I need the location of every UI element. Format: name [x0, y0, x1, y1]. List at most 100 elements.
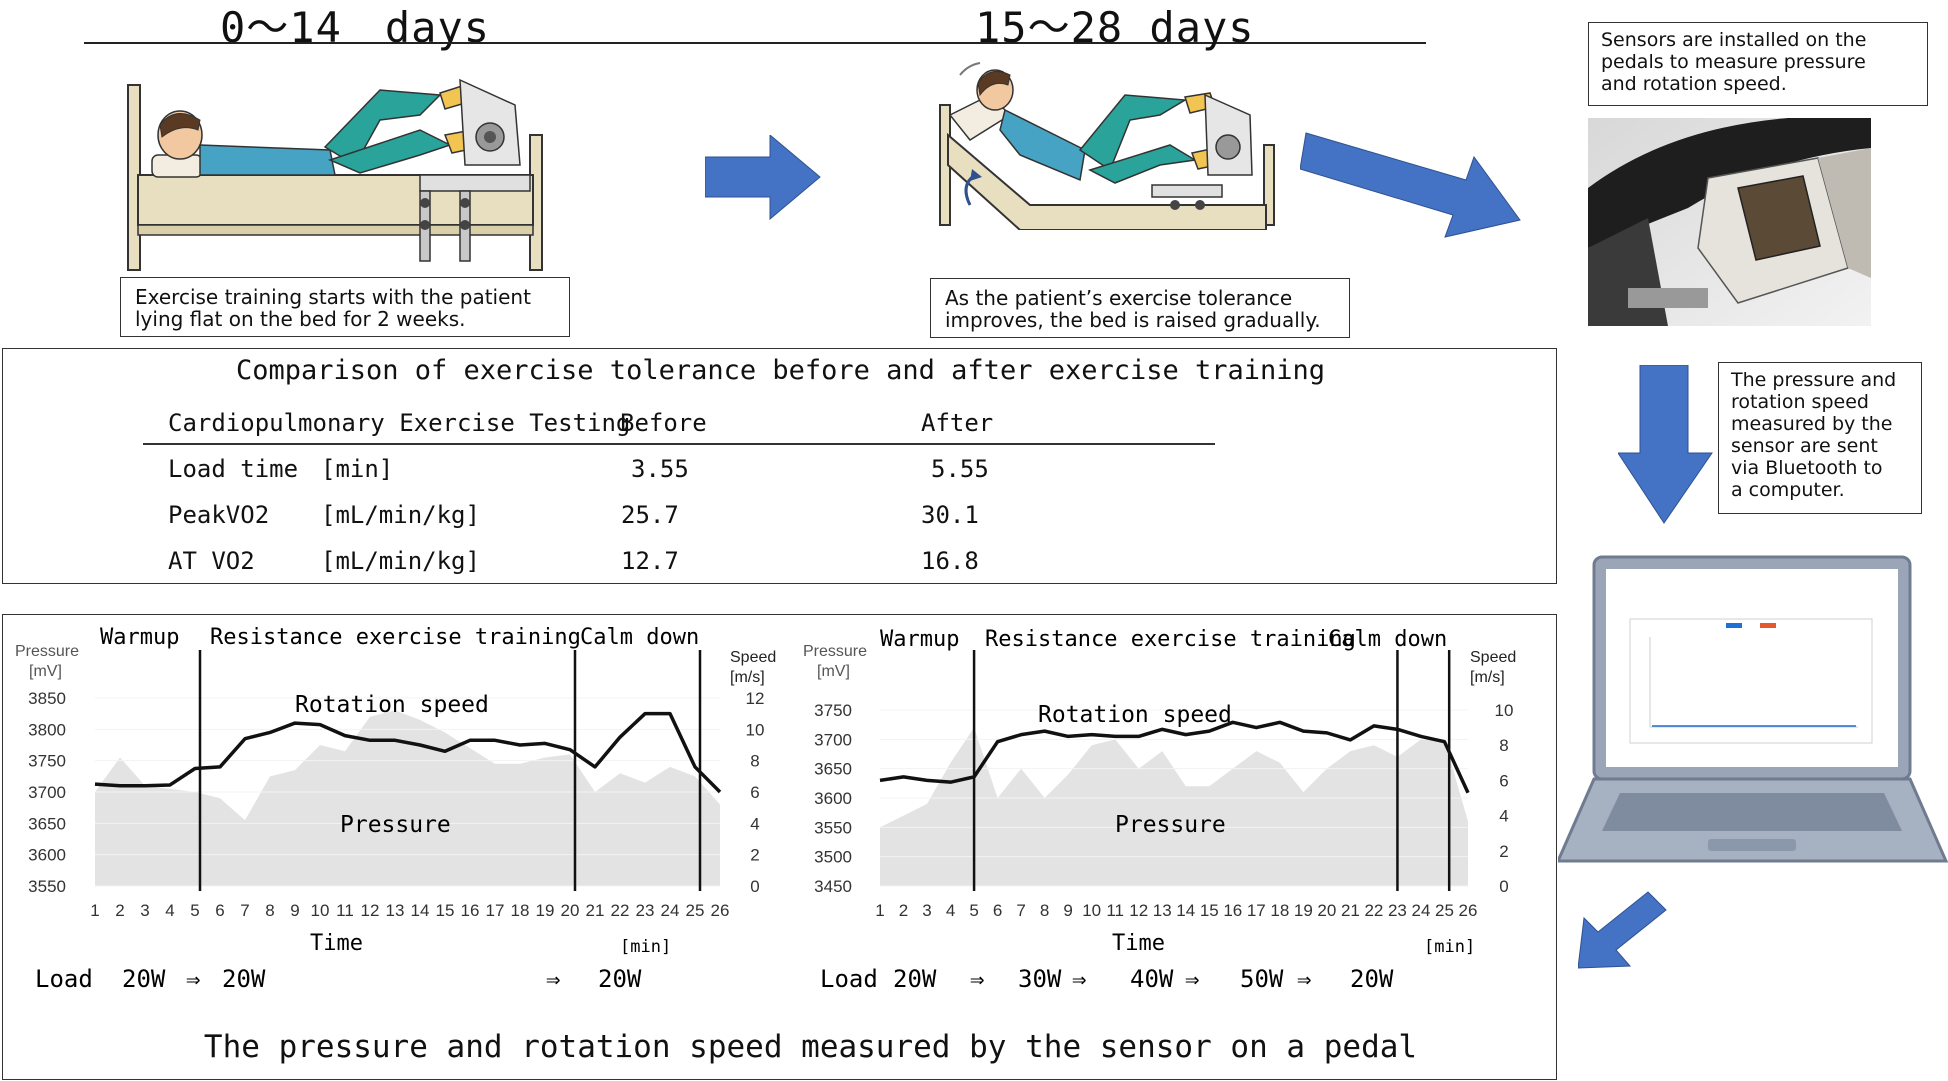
chart1-ytick-right-5: 10 [1495, 701, 1514, 720]
period-label-2: 15～28 days [975, 3, 1255, 52]
chart0-pressure-area [95, 710, 720, 886]
raised-bed-illustration [939, 62, 1275, 230]
exercise-tolerance-table-panel: Comparison of exercise tolerance before … [2, 348, 1557, 584]
chart1-xtick-6: 7 [1016, 901, 1025, 920]
chart1-xtick-0: 1 [875, 901, 884, 920]
row-atvo2-after: 16.8 [921, 547, 979, 575]
chart0-xtick-13: 14 [411, 901, 430, 920]
chart1-ytick-right-0: 0 [1499, 877, 1508, 896]
chart1-ytick-left-0: 3450 [814, 877, 852, 896]
chart0-pressure-label: Pressure [340, 812, 451, 838]
chart1-ytick-right-2: 4 [1499, 807, 1508, 826]
chart1-ytick-right-4: 8 [1499, 736, 1508, 755]
row-load-time-unit: [min] [321, 455, 394, 483]
chart0-xtick-16: 17 [486, 901, 505, 920]
chart0-xtick-22: 23 [636, 901, 655, 920]
period-label-1: 0～14 days [220, 3, 491, 52]
chart1-xtick-14: 15 [1200, 901, 1219, 920]
period-rule [84, 42, 1426, 44]
pedal-sensor-photo [1588, 118, 1871, 326]
bluetooth-note: The pressure and rotation speed measured… [1718, 362, 1922, 514]
chart0-ylabel-left-unit: [mV] [29, 663, 62, 680]
chart1-phase-label-0: Warmup [880, 627, 959, 652]
charts-bottom-title: The pressure and rotation speed measured… [203, 1029, 1418, 1065]
caption-flat-bed-line1: Exercise training starts with the patien… [135, 285, 531, 309]
chart0-load-label: Load [35, 965, 93, 993]
chart1-ytick-left-6: 3750 [814, 701, 852, 720]
chart1-load-1: ⇒ [970, 965, 984, 993]
chart1-pressure-area [880, 727, 1468, 886]
arrow-down-left-icon [1578, 891, 1667, 969]
arrow-down-icon [1618, 365, 1713, 524]
arrow-down-right-icon [1300, 132, 1521, 238]
sensor-note: Sensors are installed on the pedals to m… [1588, 22, 1928, 106]
chart0-xtick-0: 1 [90, 901, 99, 920]
chart1-xtick-25: 26 [1459, 901, 1478, 920]
chart1-load-5: ⇒ [1185, 965, 1199, 993]
chart1-xtick-10: 11 [1106, 901, 1124, 920]
caption-raised-bed-line2: improves, the bed is raised gradually. [945, 308, 1321, 332]
row-load-time-before: 3.55 [631, 455, 689, 483]
chart0-load-1: ⇒ [186, 965, 200, 993]
chart0-xtick-7: 8 [265, 901, 274, 920]
chart0-ytick-right-0: 0 [750, 877, 759, 896]
caption-raised-bed-line1: As the patient’s exercise tolerance [945, 286, 1293, 310]
chart1-speed-line [879, 720, 1470, 794]
chart1-xtick-22: 23 [1388, 901, 1407, 920]
bluetooth-note-line4: sensor are sent [1731, 435, 1878, 457]
chart0-xtick-24: 25 [686, 901, 705, 920]
chart1-ytick-left-4: 3650 [814, 760, 852, 779]
chart0-xtick-5: 6 [215, 901, 224, 920]
chart0-xtick-19: 20 [561, 901, 580, 920]
chart0-ytick-left-4: 3750 [28, 752, 66, 771]
chart1-load-label: Load [820, 965, 878, 993]
row-peakvo2-before: 25.7 [621, 501, 679, 529]
chart0-load-4: 20W [598, 965, 642, 993]
chart0-ytick-left-0: 3550 [28, 877, 66, 896]
chart1-load-6: 50W [1240, 965, 1284, 993]
sensor-note-line1: Sensors are installed on the [1601, 29, 1867, 51]
chart0-ylabel-right-unit: [m/s] [730, 669, 765, 686]
chart0-xtick-4: 5 [190, 901, 199, 920]
chart1-xtick-21: 22 [1364, 901, 1383, 920]
chart1-ylabel-left: Pressure [803, 643, 867, 660]
chart0-xtick-2: 3 [140, 901, 149, 920]
chart1-phase-label-2: Calm down [1328, 627, 1447, 652]
chart1-ytick-left-5: 3700 [814, 730, 852, 749]
chart0-speed-label: Rotation speed [295, 692, 489, 718]
chart0-xtick-25: 26 [711, 901, 730, 920]
chart1-xtick-7: 8 [1040, 901, 1049, 920]
chart1-ylabel-right-unit: [m/s] [1470, 669, 1505, 686]
chart1-load-0: 20W [893, 965, 937, 993]
chart1-xtick-9: 10 [1082, 901, 1101, 920]
chart0-ytick-right-2: 4 [750, 814, 759, 833]
chart1-xtick-16: 17 [1247, 901, 1266, 920]
chart0-phase-label-0: Warmup [100, 625, 179, 650]
chart0-xtick-6: 7 [240, 901, 249, 920]
bluetooth-note-line3: measured by the [1731, 413, 1893, 435]
chart1-ytick-left-3: 3600 [814, 789, 852, 808]
chart0-xunit: [min] [620, 937, 671, 957]
chart1-xtick-2: 3 [922, 901, 931, 920]
chart0-xtick-1: 2 [115, 901, 124, 920]
chart1-xtick-23: 24 [1411, 901, 1430, 920]
row-peakvo2-name: PeakVO2 [168, 501, 270, 529]
chart1-load-3: ⇒ [1072, 965, 1086, 993]
chart1-ytick-right-1: 2 [1499, 842, 1508, 861]
row-load-time-after: 5.55 [931, 455, 989, 483]
chart0-ylabel-left: Pressure [15, 643, 79, 660]
chart0-xtick-12: 13 [386, 901, 405, 920]
bluetooth-note-line2: rotation speed [1731, 391, 1869, 413]
chart0-ytick-left-5: 3800 [28, 720, 66, 739]
caption-flat-bed-line2: lying flat on the bed for 2 weeks. [135, 307, 466, 331]
chart1-xtick-18: 19 [1294, 901, 1313, 920]
row-atvo2-name: AT VO2 [168, 547, 255, 575]
chart0-xtick-14: 15 [436, 901, 455, 920]
table-title: Comparison of exercise tolerance before … [235, 355, 1326, 386]
chart0-ytick-left-2: 3650 [28, 814, 66, 833]
chart0-load-2: 20W [222, 965, 266, 993]
chart0-xtick-15: 16 [461, 901, 480, 920]
chart1-xtick-11: 12 [1129, 901, 1148, 920]
chart1-ytick-right-3: 6 [1499, 771, 1508, 790]
chart0-ytick-left-6: 3850 [28, 689, 66, 708]
